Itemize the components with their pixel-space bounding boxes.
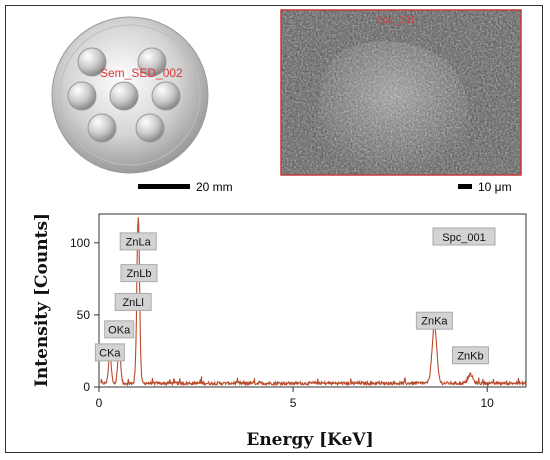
peak-annotation-label: ZnLa xyxy=(126,236,152,248)
stub-3 xyxy=(67,81,97,111)
peak-annotation-box xyxy=(94,343,125,362)
sem-border xyxy=(280,9,522,176)
sample-holder-image: Sem_SED_002 xyxy=(51,16,209,174)
peak-annotation-box xyxy=(114,292,152,311)
peak-annotation-label: ZnLl xyxy=(122,297,143,309)
peak-annotation-label: ZnLb xyxy=(126,268,151,280)
peak-annotation: ZnLb xyxy=(120,264,158,283)
series-label-box: Spc_001 xyxy=(432,227,496,246)
peak-annotation-box xyxy=(104,320,135,339)
peak-annotation: ZnKa xyxy=(415,311,453,330)
peak-annotation-label: OKa xyxy=(108,324,131,336)
holder-rim xyxy=(59,24,201,166)
sem-particle xyxy=(316,41,471,176)
x-tick-label: 0 xyxy=(96,396,103,410)
stub-7 xyxy=(135,113,165,143)
stub-6 xyxy=(87,113,117,143)
peak-annotation-label: ZnKa xyxy=(421,316,448,328)
peak-annotation: ZnLl xyxy=(114,292,152,311)
peak-annotation: OKa xyxy=(104,320,135,339)
x-tick-label: 5 xyxy=(290,396,297,410)
peak-annotation-box xyxy=(415,311,453,330)
series-label: Spc_001 xyxy=(442,232,485,244)
y-tick-label: 100 xyxy=(70,236,90,250)
peak-annotation: CKa xyxy=(94,343,125,362)
sem-label: Spc_001 xyxy=(376,15,416,26)
peak-annotation-box xyxy=(451,346,489,365)
peak-annotation-label: ZnKb xyxy=(457,350,483,362)
holder-label: Sem_SED_002 xyxy=(100,66,183,80)
peak-annotations: ZnLa ZnLb ZnLl OKa CKa ZnKa ZnKb xyxy=(94,232,489,365)
series-label-background xyxy=(432,227,496,246)
x-tick-label: 10 xyxy=(481,396,495,410)
y-tick-label: 50 xyxy=(77,308,91,322)
stub-5 xyxy=(151,81,181,111)
peak-annotation-box xyxy=(119,232,157,251)
holder-scale-label: 20 mm xyxy=(196,180,233,194)
y-tick-label: 0 xyxy=(83,380,90,394)
stub-2 xyxy=(137,47,167,77)
peak-annotation: ZnKb xyxy=(451,346,489,365)
peak-annotation: ZnLa xyxy=(119,232,157,251)
peak-annotation-label: CKa xyxy=(99,347,121,359)
stub-4 xyxy=(109,81,139,111)
spectrum-line xyxy=(100,217,527,387)
sem-scale-bar xyxy=(458,184,472,189)
x-axis-label: Energy [KeV] xyxy=(246,430,373,450)
y-axis-label: Intensity [Counts] xyxy=(32,213,52,387)
sem-scale-label: 10 μm xyxy=(478,180,512,194)
plot-area-border xyxy=(98,213,527,388)
holder-scale-bar xyxy=(138,184,190,189)
stub-1 xyxy=(77,47,107,77)
sem-micrograph: Spc_001 xyxy=(280,9,522,176)
peak-annotation-box xyxy=(120,264,158,283)
